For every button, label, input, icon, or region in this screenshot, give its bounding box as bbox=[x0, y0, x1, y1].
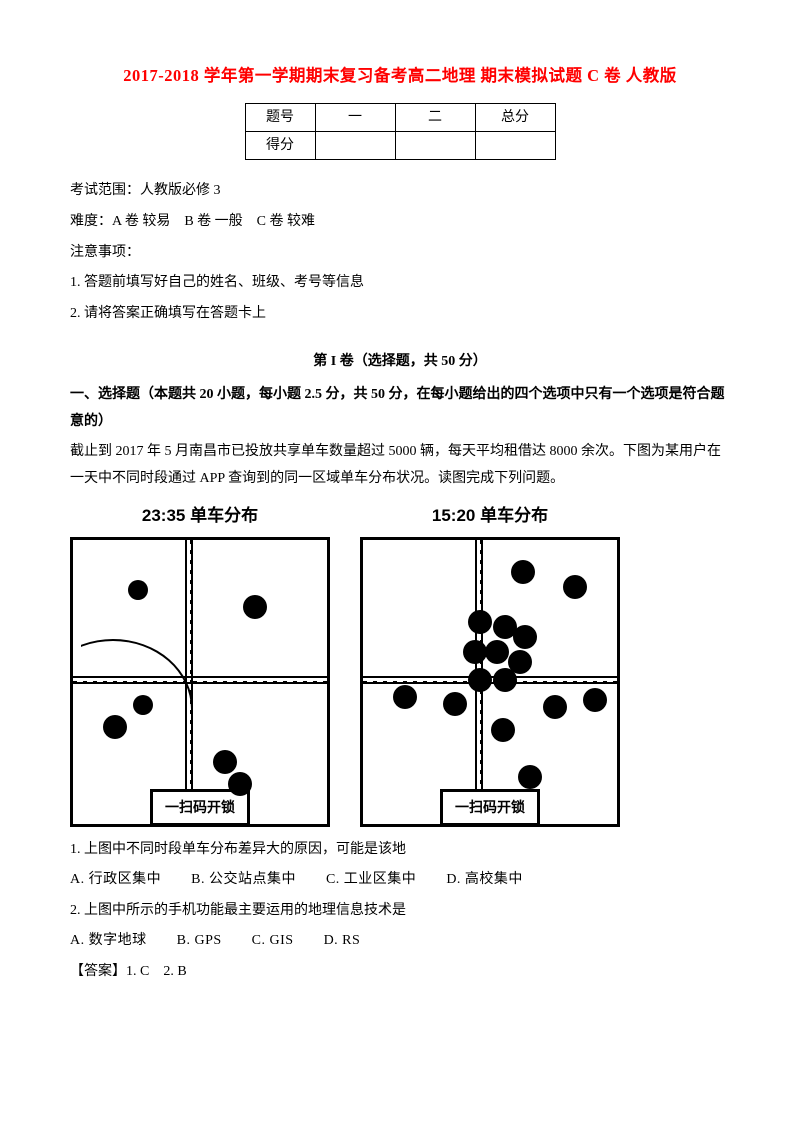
bike-dot bbox=[228, 772, 252, 796]
option: A. 行政区集中 bbox=[70, 867, 161, 894]
bike-dot bbox=[468, 610, 492, 634]
bike-dot bbox=[518, 765, 542, 789]
bike-dot bbox=[563, 575, 587, 599]
bike-dot bbox=[213, 750, 237, 774]
q2-stem: 2. 上图中所示的手机功能最主要运用的地理信息技术是 bbox=[70, 898, 730, 925]
figure-row: 23:35 单车分布 一扫码开锁 15:20 单车分布 一扫码开锁 bbox=[70, 500, 730, 826]
option: B. 公交站点集中 bbox=[191, 867, 296, 894]
scan-label: 一扫码开锁 bbox=[440, 789, 540, 826]
bike-dot bbox=[583, 688, 607, 712]
figure-2-title: 15:20 单车分布 bbox=[360, 500, 620, 532]
info-line: 1. 答题前填写好自己的姓名、班级、考号等信息 bbox=[70, 270, 730, 297]
bike-dot bbox=[511, 560, 535, 584]
cell bbox=[315, 132, 395, 160]
cell: 一 bbox=[315, 104, 395, 132]
bike-dot bbox=[443, 692, 467, 716]
info-line: 2. 请将答案正确填写在答题卡上 bbox=[70, 301, 730, 328]
option: C. 工业区集中 bbox=[326, 867, 416, 894]
bike-dot bbox=[463, 640, 487, 664]
figure-1: 23:35 单车分布 一扫码开锁 bbox=[70, 500, 330, 826]
section-instruction: 一、选择题（本题共 20 小题，每小题 2.5 分，共 50 分，在每小题给出的… bbox=[70, 382, 730, 435]
cell: 题号 bbox=[245, 104, 315, 132]
figure-1-canvas: 一扫码开锁 bbox=[70, 537, 330, 827]
option: C. GIS bbox=[252, 928, 294, 955]
answer-line: 【答案】1. C 2. B bbox=[70, 959, 730, 986]
bike-dot bbox=[393, 685, 417, 709]
cell: 二 bbox=[395, 104, 475, 132]
info-line: 难度：A 卷 较易 B 卷 一般 C 卷 较难 bbox=[70, 209, 730, 236]
info-line: 考试范围：人教版必修 3 bbox=[70, 178, 730, 205]
section-heading: 第 I 卷（选择题，共 50 分） bbox=[70, 349, 730, 376]
cell: 总分 bbox=[475, 104, 555, 132]
q1-stem: 1. 上图中不同时段单车分布差异大的原因，可能是该地 bbox=[70, 837, 730, 864]
score-table: 题号 一 二 总分 得分 bbox=[245, 103, 556, 160]
bike-dot bbox=[468, 668, 492, 692]
passage: 截止到 2017 年 5 月南昌市已投放共享单车数量超过 5000 辆，每天平均… bbox=[70, 439, 730, 492]
option: B. GPS bbox=[177, 928, 222, 955]
option: A. 数字地球 bbox=[70, 928, 147, 955]
bike-dot bbox=[128, 580, 148, 600]
page-title: 2017-2018 学年第一学期期末复习备考高二地理 期末模拟试题 C 卷 人教… bbox=[70, 60, 730, 91]
q1-options: A. 行政区集中 B. 公交站点集中 C. 工业区集中 D. 高校集中 bbox=[70, 867, 730, 894]
option: D. 高校集中 bbox=[446, 867, 523, 894]
bike-dot bbox=[485, 640, 509, 664]
option: D. RS bbox=[324, 928, 361, 955]
figure-2-canvas: 一扫码开锁 bbox=[360, 537, 620, 827]
bike-dot bbox=[493, 668, 517, 692]
cell bbox=[475, 132, 555, 160]
road-curve bbox=[33, 639, 193, 779]
bike-dot bbox=[243, 595, 267, 619]
cell: 得分 bbox=[245, 132, 315, 160]
q2-options: A. 数字地球 B. GPS C. GIS D. RS bbox=[70, 928, 730, 955]
cell bbox=[395, 132, 475, 160]
bike-dot bbox=[543, 695, 567, 719]
bike-dot bbox=[491, 718, 515, 742]
figure-2: 15:20 单车分布 一扫码开锁 bbox=[360, 500, 620, 826]
figure-1-title: 23:35 单车分布 bbox=[70, 500, 330, 532]
road-horizontal bbox=[73, 676, 327, 684]
info-line: 注意事项： bbox=[70, 240, 730, 267]
bike-dot bbox=[133, 695, 153, 715]
bike-dot bbox=[103, 715, 127, 739]
bike-dot bbox=[513, 625, 537, 649]
